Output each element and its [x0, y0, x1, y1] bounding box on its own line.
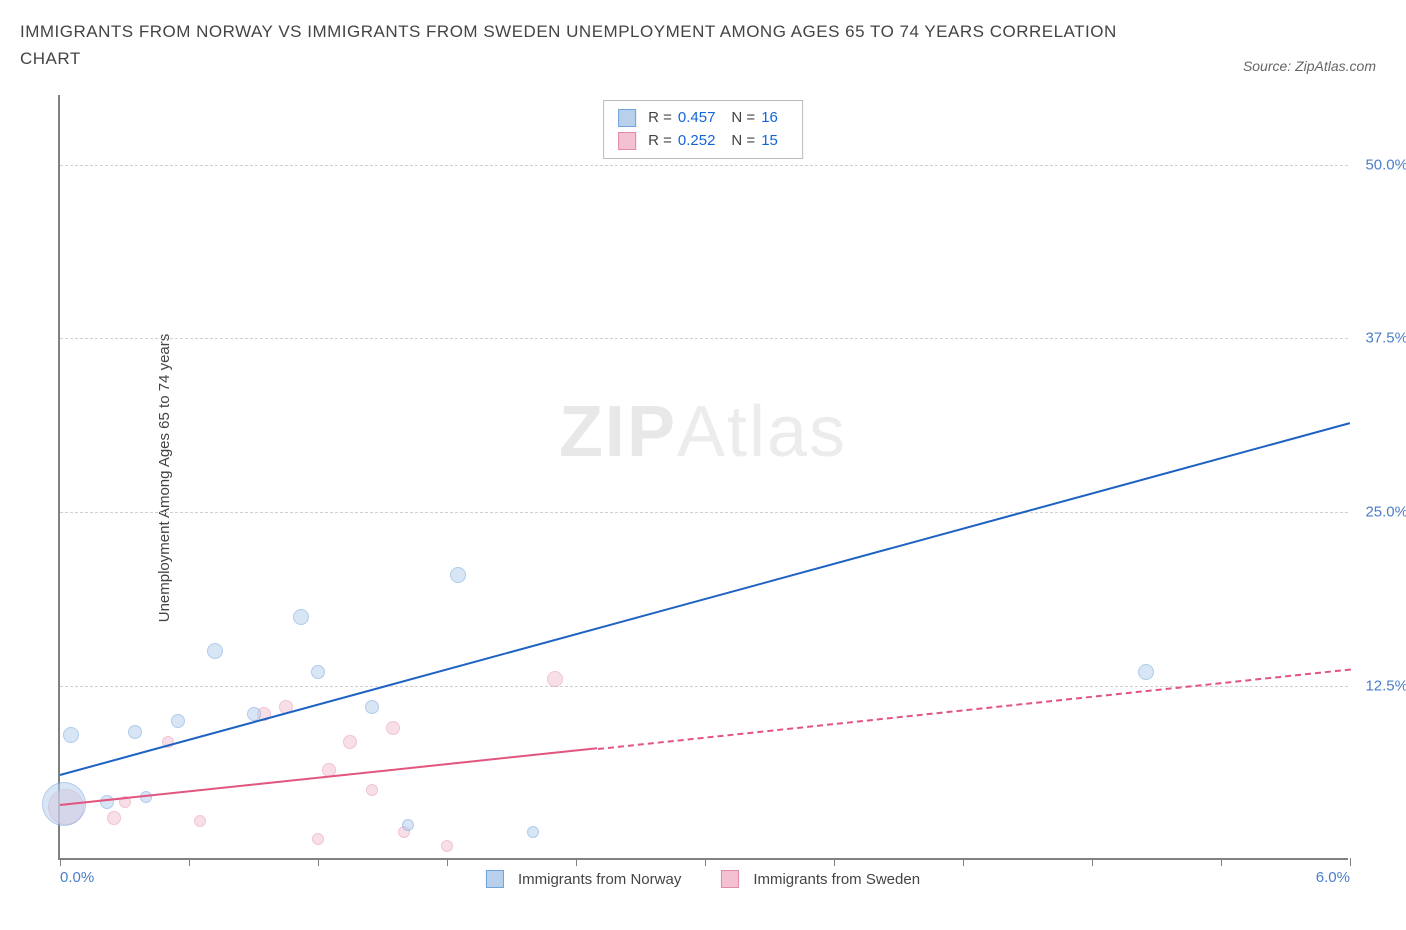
chart-area: Unemployment Among Ages 65 to 74 years Z… [58, 95, 1348, 860]
x-tick [705, 858, 706, 866]
data-point-norway[interactable] [311, 665, 325, 679]
legend-stats-box: R = 0.457 N = 16 R = 0.252 N = 15 [603, 100, 803, 159]
swatch-norway [486, 870, 504, 888]
data-point-norway[interactable] [402, 819, 414, 831]
stat-r-sweden: 0.252 [678, 130, 716, 153]
data-point-sweden[interactable] [194, 815, 206, 827]
data-point-sweden[interactable] [107, 811, 121, 825]
stat-r-label: R = [648, 130, 672, 153]
gridline [60, 512, 1348, 513]
x-tick [447, 858, 448, 866]
gridline [60, 686, 1348, 687]
data-point-norway[interactable] [293, 609, 309, 625]
stat-r-label: R = [648, 107, 672, 130]
data-point-sweden[interactable] [366, 784, 378, 796]
x-tick [1221, 858, 1222, 866]
legend-stats-sweden: R = 0.252 N = 15 [618, 130, 788, 153]
stat-n-sweden: 15 [761, 130, 778, 153]
stat-n-label: N = [731, 107, 755, 130]
y-tick-label: 12.5% [1353, 678, 1406, 695]
legend-stats-norway: R = 0.457 N = 16 [618, 107, 788, 130]
data-point-norway[interactable] [1138, 664, 1154, 680]
y-tick-label: 25.0% [1353, 504, 1406, 521]
stat-n-norway: 16 [761, 107, 778, 130]
legend-item-sweden: Immigrants from Sweden [721, 870, 920, 888]
data-point-norway[interactable] [128, 725, 142, 739]
x-tick [189, 858, 190, 866]
data-point-norway[interactable] [450, 567, 466, 583]
chart-title: IMMIGRANTS FROM NORWAY VS IMMIGRANTS FRO… [20, 18, 1120, 72]
x-tick [963, 858, 964, 866]
y-tick-label: 37.5% [1353, 330, 1406, 347]
legend-label-norway: Immigrants from Norway [518, 871, 681, 888]
legend-label-sweden: Immigrants from Sweden [753, 871, 920, 888]
x-tick [1350, 858, 1351, 866]
data-point-sweden[interactable] [386, 721, 400, 735]
data-point-norway[interactable] [63, 727, 79, 743]
x-tick-label: 6.0% [1316, 869, 1350, 886]
plot-region: 12.5%25.0%37.5%50.0%0.0%6.0% [58, 95, 1348, 860]
x-tick [576, 858, 577, 866]
data-point-sweden[interactable] [312, 833, 324, 845]
legend-series: Immigrants from Norway Immigrants from S… [486, 870, 920, 888]
x-tick [1092, 858, 1093, 866]
data-point-norway[interactable] [365, 700, 379, 714]
source-attribution: Source: ZipAtlas.com [1243, 58, 1376, 74]
data-point-norway[interactable] [207, 643, 223, 659]
data-point-norway[interactable] [100, 795, 114, 809]
data-point-norway[interactable] [171, 714, 185, 728]
swatch-sweden [721, 870, 739, 888]
stat-r-norway: 0.457 [678, 107, 716, 130]
data-point-norway[interactable] [140, 791, 152, 803]
swatch-sweden [618, 132, 636, 150]
trend-norway [60, 422, 1351, 776]
x-tick [318, 858, 319, 866]
data-point-norway[interactable] [527, 826, 539, 838]
x-tick [60, 858, 61, 866]
data-point-sweden[interactable] [441, 840, 453, 852]
data-point-sweden[interactable] [343, 735, 357, 749]
swatch-norway [618, 109, 636, 127]
y-tick-label: 50.0% [1353, 156, 1406, 173]
gridline [60, 165, 1348, 166]
trend-sweden-ext [597, 668, 1350, 750]
stat-n-label: N = [731, 130, 755, 153]
x-tick-label: 0.0% [60, 869, 94, 886]
gridline [60, 338, 1348, 339]
legend-item-norway: Immigrants from Norway [486, 870, 681, 888]
x-tick [834, 858, 835, 866]
data-point-sweden[interactable] [547, 671, 563, 687]
